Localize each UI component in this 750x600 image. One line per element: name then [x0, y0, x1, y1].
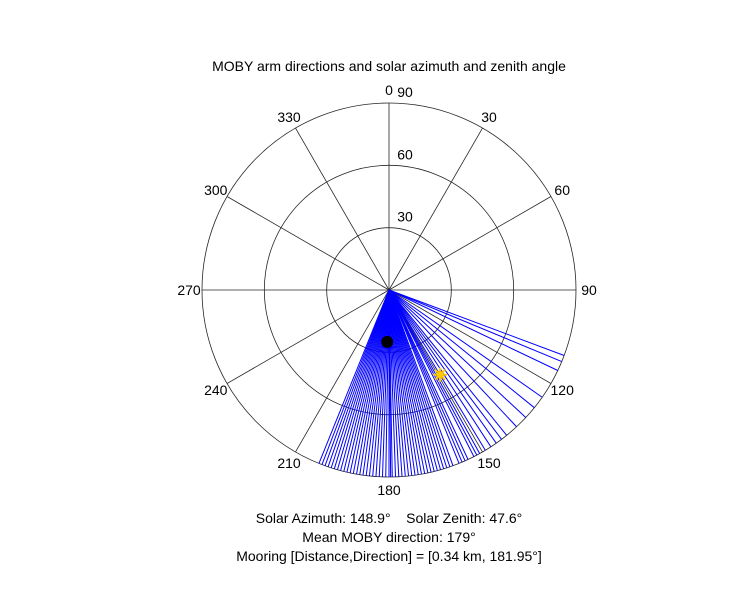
theta-grid-spoke	[226, 196, 390, 291]
arm-direction-line	[388, 289, 454, 466]
arm-direction-line	[385, 289, 390, 477]
theta-tick-label: 240	[204, 382, 228, 398]
arm-direction-line	[321, 289, 390, 465]
arm-direction-line	[388, 289, 400, 477]
theta-grid-spoke	[295, 289, 390, 453]
arm-direction-line	[388, 289, 397, 477]
arm-direction-line	[388, 289, 469, 460]
arm-direction-line	[388, 289, 475, 457]
mean-direction-annotation: Mean MOBY direction: 179°	[302, 529, 475, 545]
arm-direction-line	[388, 289, 527, 418]
arm-direction-line	[375, 289, 390, 477]
arm-direction-line	[388, 289, 497, 444]
sun-marker	[433, 367, 448, 382]
r-tick-labels: 30 60 90	[397, 84, 413, 225]
arm-direction-line	[388, 289, 422, 475]
arm-direction-line	[388, 289, 508, 436]
arm-direction-line	[388, 289, 435, 472]
arm-direction-line	[352, 289, 390, 474]
arm-direction-line	[365, 289, 390, 476]
arm-direction-line	[388, 289, 502, 440]
arm-direction-line	[388, 289, 406, 477]
arm-direction-line	[388, 289, 517, 428]
arm-direction-line	[346, 289, 390, 473]
arm-direction-line	[388, 289, 463, 463]
arm-directions	[318, 289, 565, 477]
theta-grid-spoke	[388, 289, 552, 384]
theta-tick-label: 0	[385, 82, 393, 98]
theta-tick-label: 330	[277, 109, 301, 125]
mooring-annotation: Mooring [Distance,Direction] = [0.34 km,…	[236, 548, 542, 564]
arm-direction-line	[388, 289, 466, 462]
theta-tick-label: 150	[477, 455, 501, 471]
arm-direction-line	[388, 289, 535, 409]
arm-direction-line	[378, 289, 390, 477]
arm-direction-line	[327, 289, 390, 467]
arm-direction-line	[388, 289, 410, 477]
arm-direction-line	[388, 289, 438, 471]
arm-direction-line	[343, 289, 390, 472]
arm-direction-line	[388, 289, 460, 464]
arm-direction-line	[388, 289, 442, 470]
arm-direction-line	[388, 289, 419, 475]
theta-tick-label: 270	[177, 282, 201, 298]
arm-direction-line	[330, 289, 390, 469]
chart-title: MOBY arm directions and solar azimuth an…	[212, 58, 566, 74]
arm-direction-line	[388, 289, 451, 467]
arm-direction-line	[388, 289, 429, 474]
theta-tick-label: 180	[377, 482, 401, 498]
theta-tick-label: 30	[481, 109, 497, 125]
arm-direction-line	[359, 289, 390, 475]
markers	[381, 335, 448, 382]
arm-direction-line	[340, 289, 390, 471]
arm-direction-line	[388, 289, 543, 398]
r-tick-label: 90	[397, 84, 413, 100]
theta-tick-label: 90	[581, 282, 597, 298]
solar-annotation: Solar Azimuth: 148.9° Solar Zenith: 47.6…	[256, 510, 522, 526]
arm-direction-line	[362, 289, 390, 476]
theta-grid-spoke	[226, 289, 390, 384]
arm-direction-line	[388, 289, 445, 469]
arm-direction-line	[368, 289, 390, 477]
arm-direction-line	[388, 289, 565, 356]
r-tick-label: 60	[397, 146, 413, 162]
arm-direction-line	[388, 289, 426, 474]
arm-direction-line	[356, 289, 390, 475]
theta-tick-labels: 0 30 60 90 120 150 180 210 240 270 300 330	[177, 82, 597, 498]
arm-direction-line	[388, 289, 558, 371]
theta-grid-spoke	[388, 127, 483, 291]
arm-direction-line	[336, 289, 390, 470]
arm-direction-line	[388, 289, 432, 473]
arm-direction-line	[388, 289, 481, 454]
arm-direction-line	[333, 289, 390, 469]
theta-tick-label: 120	[551, 382, 575, 398]
theta-grid-spoke	[388, 196, 552, 291]
r-tick-label: 30	[397, 209, 413, 225]
arm-direction-line	[324, 289, 390, 466]
arm-direction-line	[349, 289, 390, 474]
theta-grid-spoke	[295, 127, 390, 291]
arm-direction-line	[388, 289, 403, 477]
arm-direction-line	[388, 289, 478, 456]
arm-direction-line	[388, 289, 562, 363]
arm-direction-line	[388, 289, 413, 476]
arm-direction-line	[318, 289, 390, 464]
arm-direction-line	[372, 289, 390, 477]
arm-direction-line	[388, 289, 486, 451]
arm-direction-line	[381, 289, 390, 477]
theta-tick-label: 210	[277, 455, 301, 471]
mooring-marker	[381, 335, 394, 348]
arm-direction-line	[388, 289, 448, 469]
theta-tick-label: 60	[554, 182, 570, 198]
arm-direction-line	[388, 289, 416, 476]
theta-tick-label: 300	[204, 182, 228, 198]
